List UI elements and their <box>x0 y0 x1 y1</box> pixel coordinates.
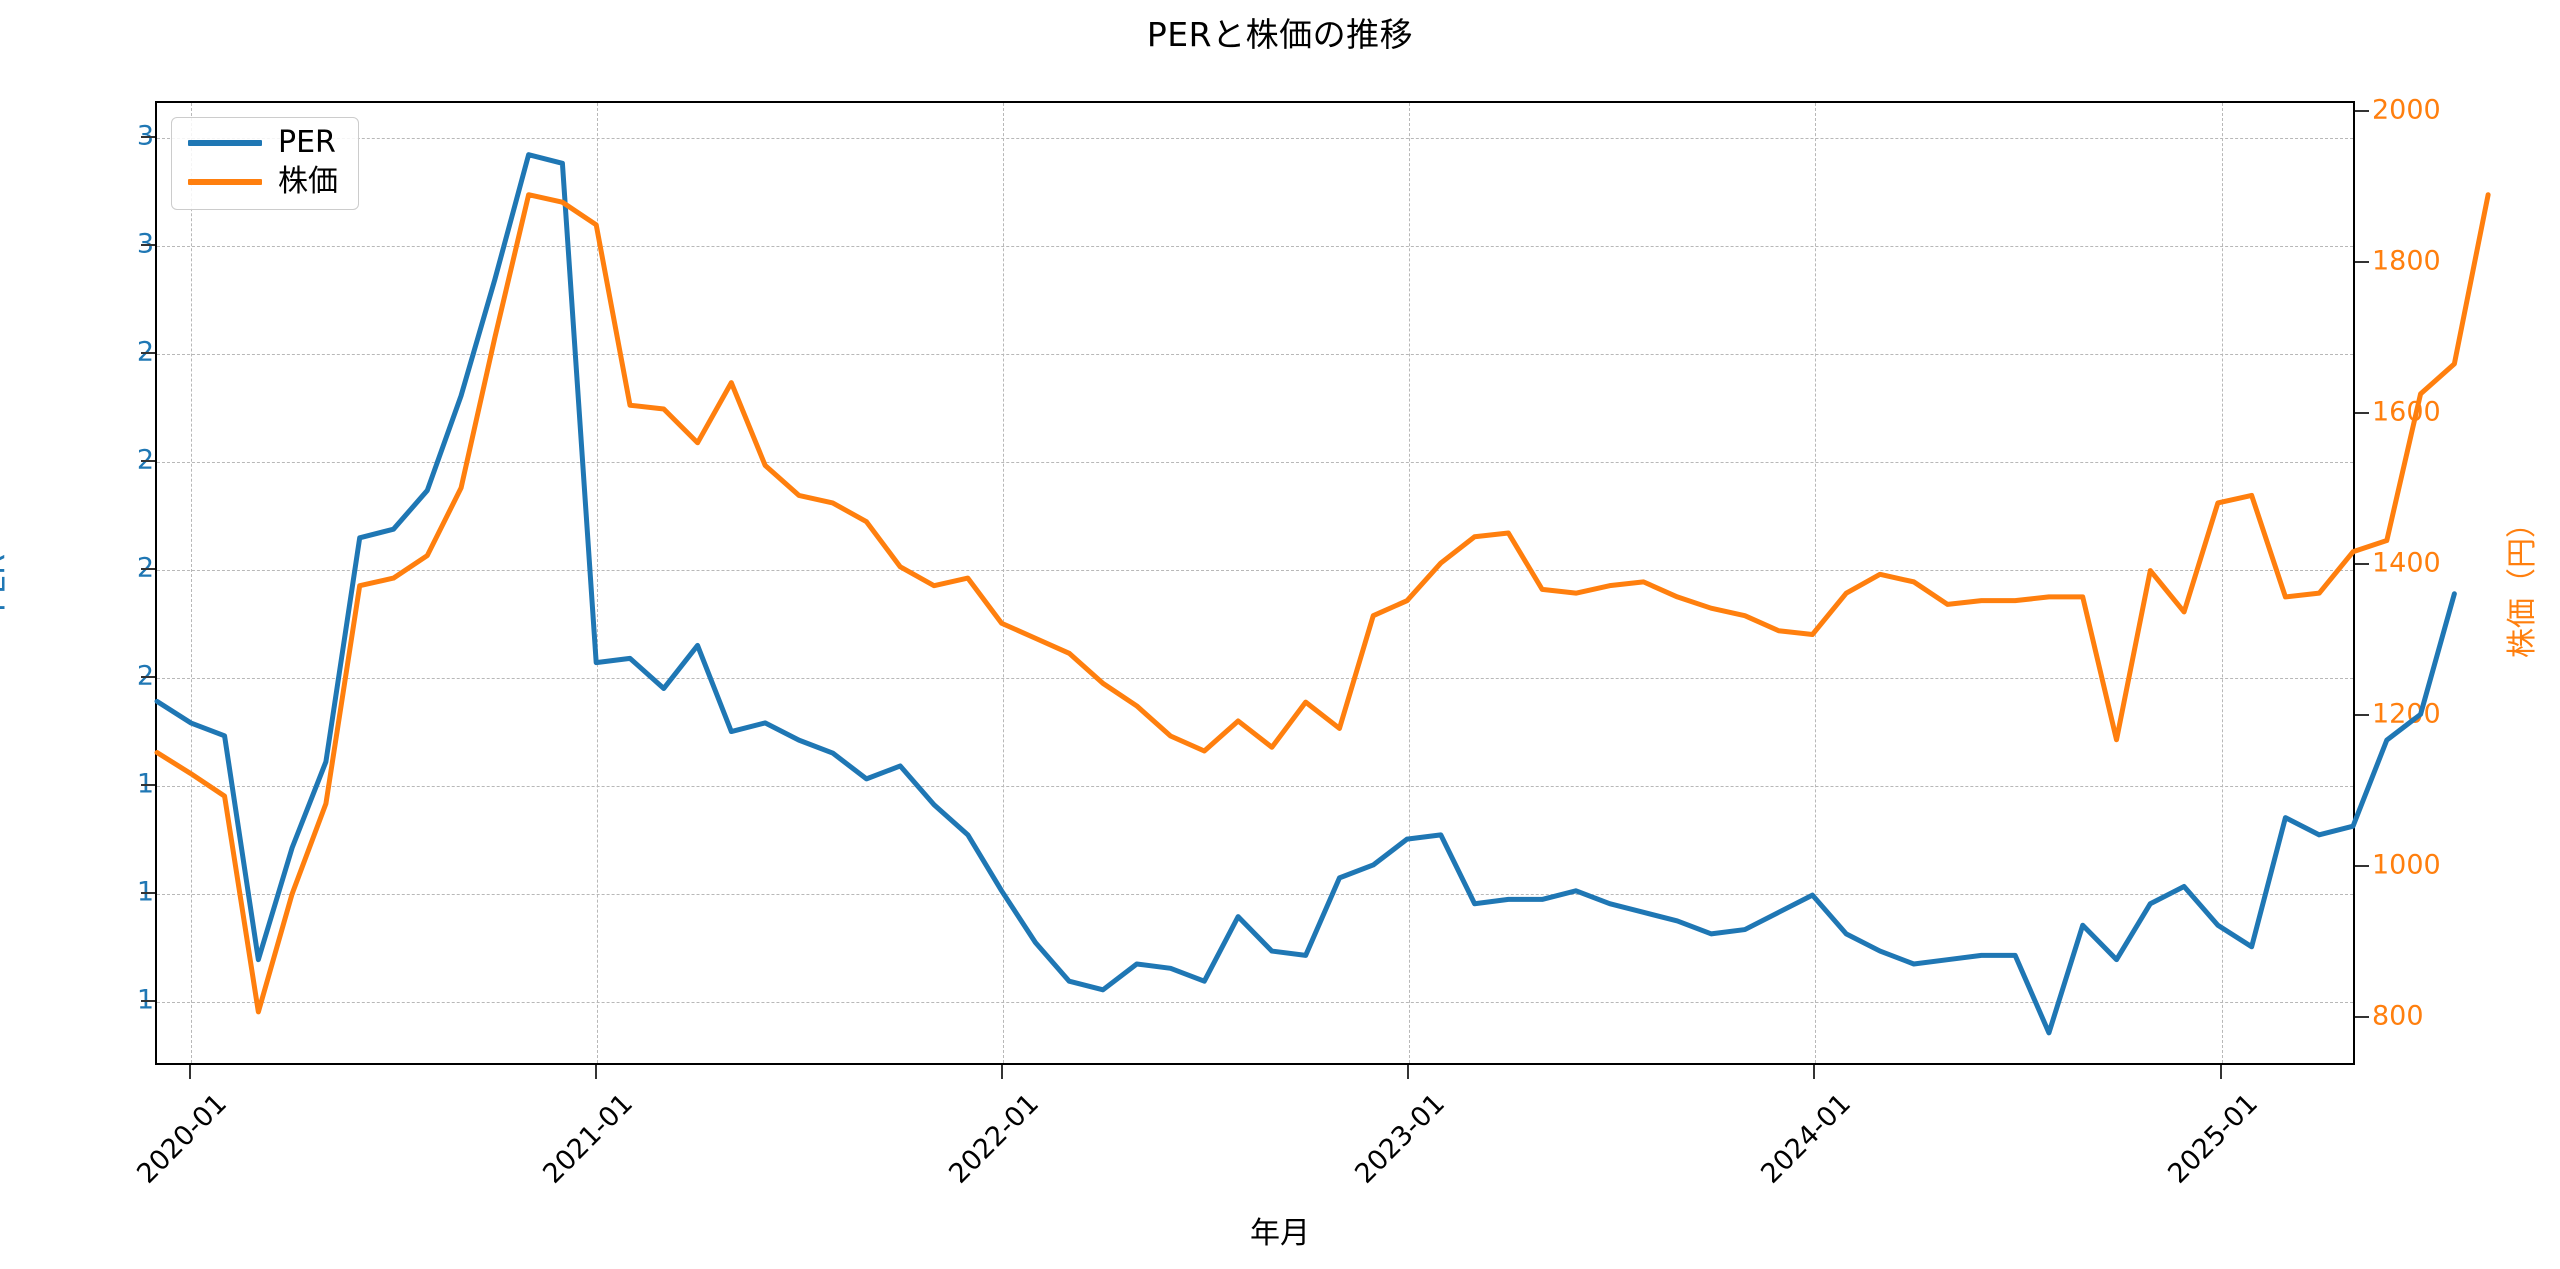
x-axis-tick-label: 2024-01 <box>1755 1088 1858 1190</box>
grid-line-vertical <box>2221 103 2223 1063</box>
grid-line-horizontal <box>157 1002 2353 1004</box>
legend-swatch-per <box>188 140 262 146</box>
y-axis-left-tick-mark <box>141 1000 155 1003</box>
y-axis-right-tick-mark <box>2355 864 2369 867</box>
grid-line-vertical <box>1003 103 1005 1063</box>
legend-swatch-stock-price <box>188 179 262 185</box>
y-axis-right-tick-label: 1800 <box>2372 245 2441 277</box>
grid-line-horizontal <box>157 569 2353 571</box>
chart-title: PERと株価の推移 <box>1146 15 1414 54</box>
y-axis-right-tick-label: 1600 <box>2372 396 2441 428</box>
plot-area: PER 株価 <box>155 101 2355 1065</box>
data-layer <box>157 103 2353 1063</box>
y-axis-left-tick-mark <box>141 459 155 462</box>
x-axis-tick-mark <box>595 1065 597 1079</box>
y-axis-left-label: PER <box>0 554 13 612</box>
y-axis-left-tick-mark <box>141 351 155 354</box>
legend-item-per[interactable]: PER <box>188 128 338 158</box>
y-axis-right-tick-label: 2000 <box>2372 94 2441 126</box>
y-axis-right-tick-mark <box>2355 110 2369 113</box>
legend[interactable]: PER 株価 <box>171 117 359 210</box>
y-axis-left-tick-mark <box>141 675 155 678</box>
x-axis-tick-label: 2020-01 <box>131 1088 233 1190</box>
grid-line-horizontal <box>157 353 2353 355</box>
grid-line-vertical <box>597 103 598 1063</box>
y-axis-right-tick-mark <box>2355 412 2369 415</box>
y-axis-left-tick-mark <box>141 567 155 570</box>
y-axis-right-tick-mark <box>2355 562 2369 565</box>
x-axis-tick-mark <box>1813 1065 1816 1079</box>
legend-label-stock-price: 株価 <box>278 164 338 199</box>
grid-line-horizontal <box>157 786 2353 787</box>
y-axis-right-label: 株価（円） <box>2505 508 2540 658</box>
series-line-per <box>157 155 2454 1033</box>
grid-line-horizontal <box>157 677 2353 679</box>
grid-line-vertical <box>1815 103 1817 1063</box>
y-axis-left-tick-mark <box>141 135 155 138</box>
legend-label-per: PER <box>278 125 336 160</box>
x-axis-label: 年月 <box>1250 1216 1310 1251</box>
grid-line-vertical <box>1409 103 1411 1063</box>
y-axis-right-tick-mark <box>2355 1015 2369 1018</box>
x-axis-tick-mark <box>1001 1065 1004 1079</box>
x-axis-tick-mark <box>1407 1065 1410 1079</box>
y-axis-left-tick-mark <box>141 243 155 246</box>
grid-line-horizontal <box>157 245 2353 247</box>
y-axis-right-tick-mark <box>2355 713 2369 716</box>
series-line-stock-price <box>157 195 2488 1012</box>
x-axis-tick-mark <box>2219 1065 2222 1079</box>
grid-line-vertical <box>190 103 192 1063</box>
y-axis-right-tick-label: 1000 <box>2372 849 2441 881</box>
x-axis-tick-label: 2025-01 <box>2161 1088 2264 1190</box>
x-axis-tick-label: 2023-01 <box>1349 1088 1452 1190</box>
y-axis-right-tick-label: 1400 <box>2372 547 2441 579</box>
x-axis-tick-label: 2021-01 <box>537 1088 639 1190</box>
x-axis-tick-mark <box>188 1065 191 1079</box>
grid-layer <box>157 103 2353 1063</box>
grid-line-horizontal <box>157 137 2353 139</box>
x-axis-tick-label: 2022-01 <box>943 1088 1046 1190</box>
y-axis-right-tick-label: 800 <box>2372 1000 2424 1032</box>
y-axis-right-tick-mark <box>2355 261 2369 264</box>
grid-line-horizontal <box>157 894 2353 896</box>
grid-line-horizontal <box>157 461 2353 463</box>
legend-item-stock-price[interactable]: 株価 <box>188 167 338 197</box>
y-axis-left-tick-mark <box>141 892 155 895</box>
y-axis-left-tick-mark <box>141 784 155 786</box>
